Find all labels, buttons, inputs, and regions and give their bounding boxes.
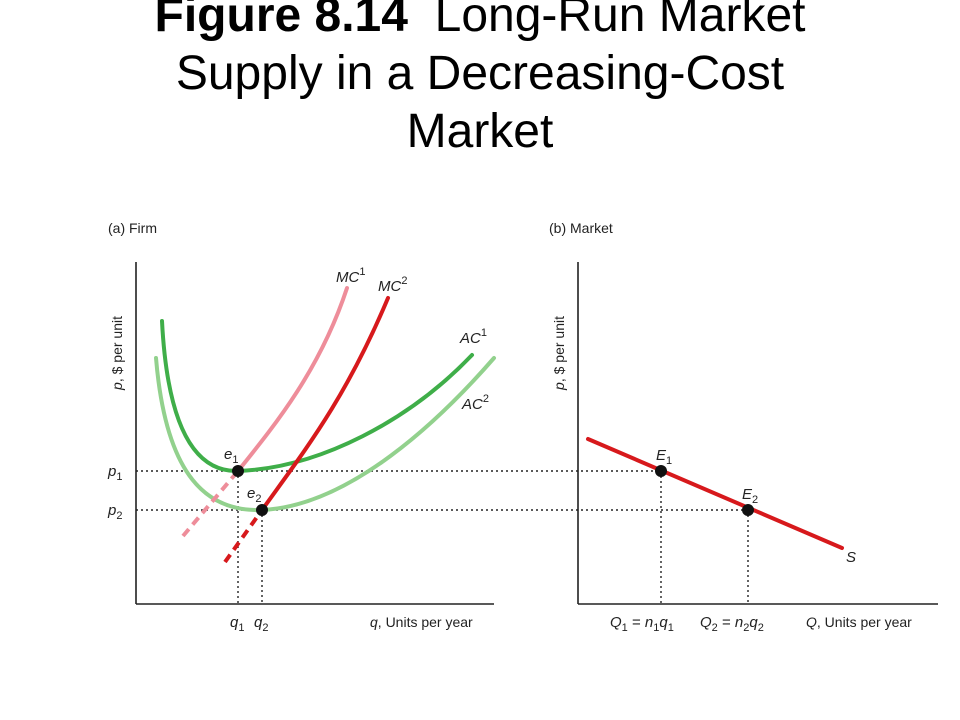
e1-label: e1 — [224, 446, 238, 466]
p2-tick-label: p2 — [107, 502, 122, 522]
q2-tick-label: q2 — [254, 614, 268, 634]
panel-b-x-axis-var: Q — [806, 614, 817, 630]
panel-a-label: (a) Firm — [108, 220, 157, 236]
supply-curve — [586, 437, 844, 550]
e2-label: e2 — [247, 485, 261, 505]
ac1-label: AC1 — [459, 327, 487, 347]
panel-a-x-axis-rest: , Units per year — [378, 614, 473, 630]
panel-b-label: (b) Market — [549, 220, 613, 236]
title-line-1-text: Long-Run Market — [434, 0, 806, 42]
panel-a-y-axis-title: p, $ per unit — [109, 316, 125, 391]
e2-point — [256, 504, 268, 516]
Q1-tick-label: Q1 = n1q1 — [610, 614, 674, 634]
panel-a-firm: (a) Firm p, $ per unit q, Units per year… — [107, 220, 748, 634]
ac2-label: AC2 — [461, 393, 489, 413]
q1-tick-label: q1 — [230, 614, 244, 634]
mc2-curve-dashed — [223, 508, 264, 564]
supply-curve-label: S — [846, 549, 856, 566]
e1-point — [232, 465, 244, 477]
E2-label: E2 — [742, 486, 758, 506]
panel-b-x-axis-title: Q, Units per year — [806, 614, 912, 630]
mc1-label: MC1 — [336, 266, 365, 286]
panel-b-x-axis-rest: , Units per year — [817, 614, 912, 630]
panel-b-y-axis-rest: , $ per unit — [551, 316, 567, 382]
E1-label: E1 — [656, 447, 672, 467]
title-line-2: Supply in a Decreasing-Cost — [175, 47, 785, 100]
panel-a-x-axis-title: q, Units per year — [370, 614, 473, 630]
mc2-label: MC2 — [378, 275, 407, 295]
title-line-1: Figure 8.14 Long-Run Market — [0, 0, 960, 45]
panel-b-market: (b) Market p, $ per unit Q, Units per ye… — [549, 220, 938, 634]
figure-label: Figure 8.14 — [154, 0, 408, 42]
ac1-curve — [160, 319, 474, 474]
E1-point — [655, 465, 667, 477]
mc1-curve — [236, 286, 349, 473]
panel-b-y-axis-var: p — [551, 382, 567, 391]
E2-point — [742, 504, 754, 516]
title-line-3: Market — [406, 105, 554, 158]
panel-b-y-axis-title: p, $ per unit — [551, 316, 567, 391]
p1-tick-label: p1 — [107, 463, 122, 483]
Q2-tick-label: Q2 = n2q2 — [700, 614, 764, 634]
panel-a-y-axis-var: p — [109, 382, 125, 391]
panel-a-x-axis-var: q — [370, 614, 378, 630]
mc2-curve — [260, 296, 390, 512]
slide-title: Figure 8.14 Long-Run Market Supply in a … — [0, 0, 960, 200]
panel-a-y-axis-rest: , $ per unit — [109, 316, 125, 382]
